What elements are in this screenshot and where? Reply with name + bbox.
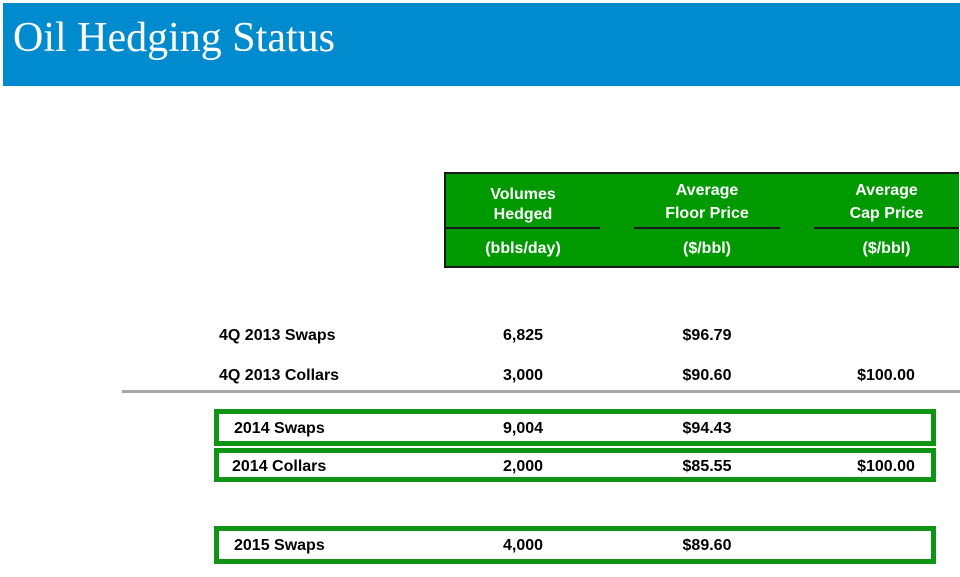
column-header-line2: Cap Price — [849, 205, 924, 222]
page-title: Oil Hedging Status — [13, 15, 335, 61]
column-unit: ($/bbl) — [862, 240, 911, 257]
title-bar: Oil Hedging Status — [3, 3, 960, 86]
row-label: 2014 Collars — [232, 458, 327, 475]
volume-cell: 9,004 — [502, 420, 544, 437]
volume-cell: 3,000 — [502, 367, 544, 384]
highlight-box-2014-swaps — [214, 409, 936, 446]
floor-price-cell: $94.43 — [682, 420, 732, 437]
highlight-box-2014-collars — [214, 448, 936, 482]
column-header-line2: Floor Price — [665, 205, 749, 222]
floor-price-cell: $96.79 — [682, 327, 732, 344]
volume-cell: 4,000 — [502, 537, 544, 554]
column-header-line1: Volumes — [490, 186, 556, 203]
cap-price-cell: $100.00 — [857, 367, 915, 384]
row-label: 2015 Swaps — [234, 537, 325, 554]
column-header-line2: Hedged — [493, 206, 553, 223]
column-header-line1: Average — [855, 182, 918, 199]
section-divider — [122, 390, 960, 393]
highlight-box-2015-swaps — [214, 526, 936, 564]
table-header: Volumes Hedged (bbls/day) Average Floor … — [444, 172, 959, 268]
volume-cell: 6,825 — [502, 327, 544, 344]
column-header-volumes: Volumes Hedged (bbls/day) — [446, 174, 600, 266]
floor-price-cell: $85.55 — [682, 458, 732, 475]
row-label: 2014 Swaps — [234, 420, 325, 437]
column-header-cap-price: Average Cap Price ($/bbl) — [814, 174, 959, 266]
volume-cell: 2,000 — [502, 458, 544, 475]
row-label: 4Q 2013 Collars — [219, 367, 340, 384]
column-header-floor-price: Average Floor Price ($/bbl) — [634, 174, 780, 266]
column-header-rule — [814, 227, 959, 229]
row-label: 4Q 2013 Swaps — [219, 327, 336, 344]
column-header-rule — [634, 227, 780, 229]
floor-price-cell: $89.60 — [682, 537, 732, 554]
column-header-rule — [446, 227, 600, 229]
floor-price-cell: $90.60 — [682, 367, 732, 384]
column-unit: (bbls/day) — [485, 240, 561, 257]
column-unit: ($/bbl) — [683, 240, 731, 257]
column-header-line1: Average — [675, 182, 739, 199]
cap-price-cell: $100.00 — [857, 458, 915, 475]
